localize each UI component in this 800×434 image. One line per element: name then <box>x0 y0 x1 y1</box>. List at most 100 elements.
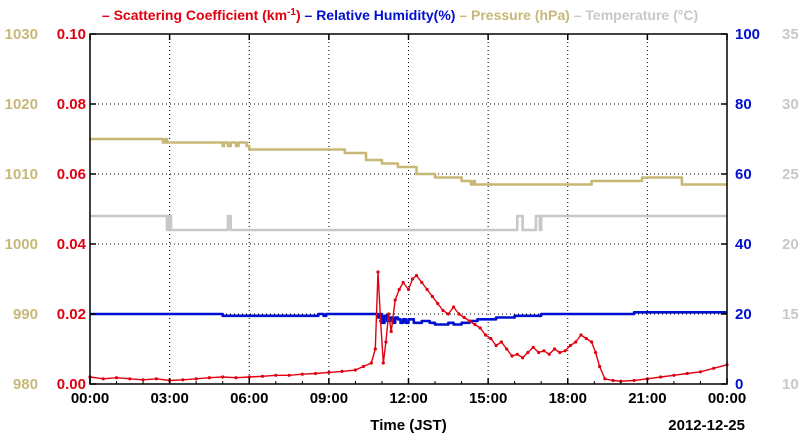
data-point <box>531 345 535 349</box>
data-point <box>393 298 397 302</box>
data-point <box>389 329 393 334</box>
data-point <box>594 350 598 355</box>
data-point <box>568 343 573 348</box>
data-point <box>379 319 383 323</box>
data-point <box>128 377 132 381</box>
data-point <box>101 377 105 381</box>
data-point <box>247 375 251 379</box>
legend-entry-1: – Relative Humidity(%) <box>301 7 456 23</box>
data-point <box>521 356 525 360</box>
x-tick-label: 21:00 <box>628 390 666 407</box>
data-point <box>499 340 503 344</box>
chart-grid <box>90 34 727 384</box>
x-axis-label: Time (JST) <box>370 417 446 434</box>
data-point <box>632 378 636 383</box>
y-tick-label-y_left_outer: 980 <box>13 376 38 393</box>
data-point <box>384 340 388 344</box>
date-label: 2012-12-25 <box>668 417 745 434</box>
y-tick-label-y_left_outer: 990 <box>13 306 38 323</box>
y-tick-label-y_right_outer: 35 <box>782 26 799 43</box>
data-point <box>141 378 145 382</box>
legend-entry-0: – Scattering Coefficient (km <box>102 7 287 23</box>
data-point <box>547 352 551 356</box>
y-tick-label-y_left_inner: 0.06 <box>57 166 86 183</box>
data-point <box>537 350 541 355</box>
data-point <box>420 280 424 285</box>
legend-suffix: ) <box>296 7 301 23</box>
y-tick-label-y_right_outer: 30 <box>782 96 799 113</box>
y-tick-label-y_right_inner: 0 <box>735 376 743 393</box>
x-tick-label: 03:00 <box>150 390 188 407</box>
y-tick-label-y_left_inner: 0.04 <box>57 236 87 253</box>
data-point <box>287 373 291 377</box>
data-point <box>425 287 429 292</box>
chart-legend: – Scattering Coefficient (km-1) – Relati… <box>102 7 698 23</box>
x-tick-label: 06:00 <box>230 390 268 407</box>
y-tick-label-y_right_inner: 80 <box>735 96 752 113</box>
data-point <box>410 277 415 281</box>
data-point <box>542 349 546 353</box>
data-point <box>154 377 158 381</box>
chart-ticks: 00:00 03:00 06:00 09:00 12:00 15:00 18:00 21:00… <box>5 26 799 407</box>
y-tick-label-y_left_outer: 1020 <box>5 96 38 113</box>
data-point <box>327 370 331 374</box>
y-tick-label-y_right_inner: 60 <box>735 166 752 183</box>
data-point <box>478 326 482 330</box>
data-point <box>114 376 119 380</box>
data-point <box>563 349 567 353</box>
y-tick-label-y_left_outer: 1010 <box>5 166 38 183</box>
data-point <box>221 375 225 379</box>
data-point <box>369 361 373 365</box>
data-point <box>584 336 588 341</box>
data-point <box>401 280 405 285</box>
data-point <box>598 364 602 369</box>
data-point <box>361 364 365 369</box>
x-tick-label: 09:00 <box>310 390 348 407</box>
data-point <box>685 371 689 376</box>
data-point <box>510 354 514 358</box>
y-tick-label-y_right_inner: 20 <box>735 306 752 323</box>
chart-series <box>88 137 729 383</box>
data-point <box>611 378 615 383</box>
data-point <box>194 377 198 381</box>
x-tick-label: 00:00 <box>708 390 746 407</box>
data-point <box>373 347 377 351</box>
data-point <box>558 350 562 355</box>
data-point <box>552 347 557 351</box>
y-tick-label-y_left_inner: 0.00 <box>57 376 86 393</box>
data-point <box>505 347 509 351</box>
data-point <box>314 371 318 376</box>
data-point <box>659 375 663 379</box>
data-point <box>467 319 472 323</box>
data-point <box>672 373 676 377</box>
data-point <box>483 333 488 337</box>
x-tick-label: 00:00 <box>71 390 109 407</box>
data-point <box>494 343 498 348</box>
y-tick-label-y_left_outer: 1000 <box>5 236 38 253</box>
data-point <box>579 333 583 337</box>
y-tick-label-y_left_inner: 0.02 <box>57 306 86 323</box>
data-point <box>260 374 265 378</box>
series-line-3 <box>89 271 728 382</box>
data-point <box>603 377 607 381</box>
data-point <box>452 305 456 309</box>
series-line-1 <box>90 214 727 232</box>
data-point <box>698 370 703 374</box>
data-point <box>590 340 594 344</box>
legend-entry-2: – Pressure (hPa) <box>455 7 569 23</box>
y-tick-label-y_right_outer: 15 <box>782 306 799 323</box>
y-tick-label-y_right_inner: 40 <box>735 236 752 253</box>
data-point <box>274 373 278 377</box>
data-point <box>436 301 440 306</box>
data-point <box>414 273 419 278</box>
data-point <box>712 366 716 370</box>
data-point <box>207 376 211 380</box>
series-line-0 <box>90 137 727 186</box>
data-point <box>526 350 530 355</box>
data-point <box>181 378 185 382</box>
data-point <box>234 376 238 380</box>
data-point <box>430 294 434 299</box>
y-tick-label-y_right_outer: 10 <box>782 376 799 393</box>
data-point <box>489 336 493 341</box>
